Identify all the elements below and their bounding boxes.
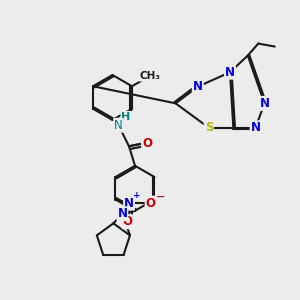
Text: S: S xyxy=(205,121,213,134)
Text: N: N xyxy=(114,119,123,132)
Text: N: N xyxy=(250,121,261,134)
Text: O: O xyxy=(142,137,152,150)
Text: O: O xyxy=(146,196,156,210)
Text: +: + xyxy=(134,191,141,200)
Text: CH₃: CH₃ xyxy=(140,71,161,81)
Text: O: O xyxy=(122,215,133,228)
Text: N: N xyxy=(193,80,203,93)
Text: N: N xyxy=(260,97,269,110)
Text: H: H xyxy=(122,112,130,122)
Text: N: N xyxy=(117,207,128,220)
Text: N: N xyxy=(124,196,134,210)
Text: −: − xyxy=(156,191,165,202)
Text: N: N xyxy=(225,66,235,79)
